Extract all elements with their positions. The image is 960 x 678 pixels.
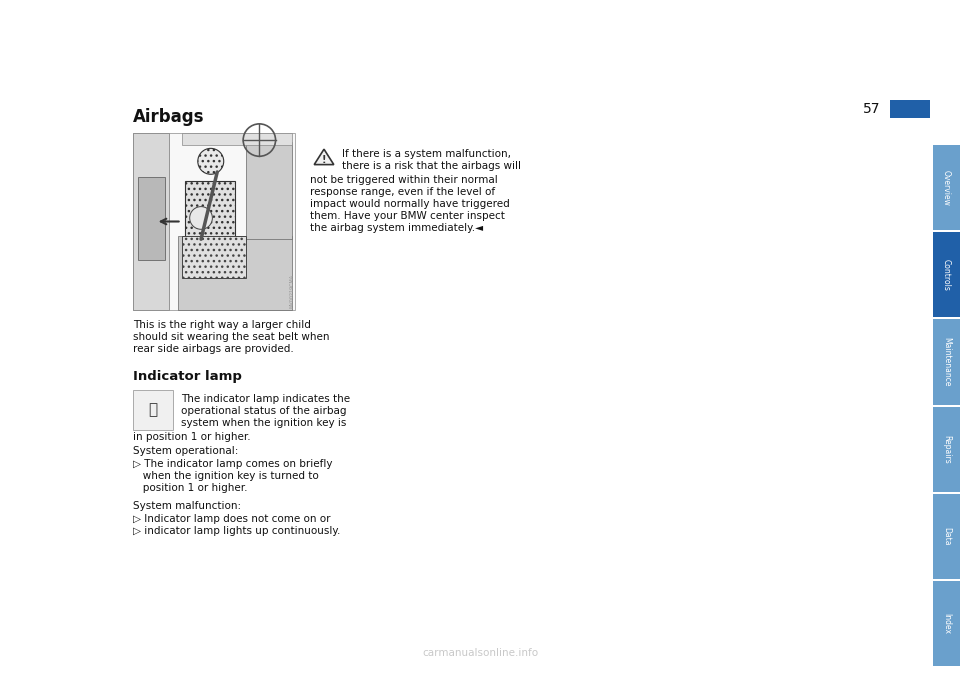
Bar — [933, 494, 960, 579]
Text: them. Have your BMW center inspect: them. Have your BMW center inspect — [310, 211, 505, 221]
Polygon shape — [138, 177, 165, 260]
Bar — [933, 407, 960, 492]
Text: Index: Index — [942, 613, 951, 634]
Text: 🚹: 🚹 — [149, 403, 157, 418]
Bar — [933, 581, 960, 666]
Text: !: ! — [322, 155, 326, 165]
Text: Overview: Overview — [942, 170, 951, 205]
Text: System malfunction:: System malfunction: — [133, 501, 241, 511]
Text: Indicator lamp: Indicator lamp — [133, 370, 242, 383]
Bar — [133, 390, 173, 430]
Text: ▷ Indicator lamp does not come on or: ▷ Indicator lamp does not come on or — [133, 514, 330, 524]
Bar — [933, 319, 960, 405]
Bar — [133, 133, 295, 310]
Text: The indicator lamp indicates the: The indicator lamp indicates the — [181, 394, 350, 404]
Polygon shape — [181, 133, 292, 145]
Text: Controls: Controls — [942, 259, 951, 291]
Text: should sit wearing the seat belt when: should sit wearing the seat belt when — [133, 332, 329, 342]
Text: position 1 or higher.: position 1 or higher. — [133, 483, 248, 493]
Polygon shape — [185, 181, 235, 243]
Bar — [933, 232, 960, 317]
Polygon shape — [247, 142, 292, 239]
Text: This is the right way a larger child: This is the right way a larger child — [133, 320, 311, 330]
Text: impact would normally have triggered: impact would normally have triggered — [310, 199, 510, 209]
Circle shape — [190, 207, 212, 229]
Text: System operational:: System operational: — [133, 446, 238, 456]
Polygon shape — [133, 133, 169, 310]
Text: 57: 57 — [862, 102, 880, 116]
Text: response range, even if the level of: response range, even if the level of — [310, 187, 495, 197]
Bar — [933, 145, 960, 230]
Text: in position 1 or higher.: in position 1 or higher. — [133, 432, 251, 442]
Text: not be triggered within their normal: not be triggered within their normal — [310, 175, 497, 185]
Text: If there is a system malfunction,: If there is a system malfunction, — [342, 149, 511, 159]
Text: operational status of the airbag: operational status of the airbag — [181, 406, 347, 416]
Text: system when the ignition key is: system when the ignition key is — [181, 418, 347, 428]
Text: the airbag system immediately.◄: the airbag system immediately.◄ — [310, 223, 483, 233]
Text: ▷ indicator lamp lights up continuously.: ▷ indicator lamp lights up continuously. — [133, 526, 341, 536]
Circle shape — [198, 148, 224, 174]
Text: ▷ The indicator lamp comes on briefly: ▷ The indicator lamp comes on briefly — [133, 459, 332, 469]
Text: Data: Data — [942, 527, 951, 546]
Text: carmanualsonline.info: carmanualsonline.info — [422, 648, 538, 658]
Text: MV00219CMA: MV00219CMA — [289, 274, 294, 308]
Text: Maintenance: Maintenance — [942, 337, 951, 386]
Polygon shape — [181, 236, 247, 278]
Text: there is a risk that the airbags will: there is a risk that the airbags will — [342, 161, 521, 171]
Text: Airbags: Airbags — [133, 108, 204, 126]
Bar — [890, 100, 930, 118]
Polygon shape — [179, 236, 292, 310]
Polygon shape — [314, 149, 334, 165]
Text: rear side airbags are provided.: rear side airbags are provided. — [133, 344, 294, 354]
Text: Repairs: Repairs — [942, 435, 951, 464]
Text: when the ignition key is turned to: when the ignition key is turned to — [133, 471, 319, 481]
